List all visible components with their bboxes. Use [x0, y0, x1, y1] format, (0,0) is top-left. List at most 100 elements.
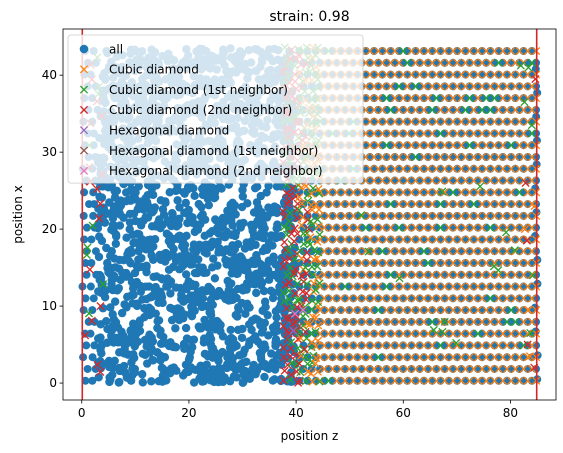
point-all [324, 364, 333, 373]
point-all [432, 341, 441, 350]
point-all [494, 188, 503, 197]
point-all [130, 268, 140, 278]
point-all [394, 211, 403, 220]
point-all [90, 200, 99, 209]
point-all [486, 306, 495, 315]
point-all [407, 176, 416, 185]
point-all [259, 229, 269, 239]
point-all [469, 329, 478, 338]
point-all [187, 302, 196, 311]
point-cubic-diamond [386, 247, 395, 256]
point-all [473, 364, 482, 373]
point-cubic-diamond [345, 317, 354, 326]
legend-label: Hexagonal diamond (1st neighbor) [109, 144, 318, 158]
point-cubic-diamond [415, 282, 424, 291]
point-all [403, 282, 412, 291]
point-cubic-diamond [349, 258, 358, 268]
point-all [478, 353, 487, 362]
point-cubic-diamond [424, 188, 433, 197]
point-cubic-diamond [399, 235, 408, 244]
point-cubic-diamond [432, 376, 441, 385]
point-all [419, 47, 428, 56]
point-all [199, 334, 209, 343]
point-all [340, 294, 349, 303]
point-cubic-diamond [316, 329, 325, 338]
point-cubic-diamond [349, 282, 358, 291]
point-all [240, 244, 250, 253]
point-cubic-diamond [353, 294, 362, 303]
point-all [110, 297, 120, 306]
point-cubic-diamond [407, 329, 416, 338]
point-all [370, 141, 379, 150]
point-cubic-diamond [407, 46, 416, 56]
point-cubic-1st-neighbor [436, 200, 445, 209]
point-cubic-diamond [386, 317, 395, 326]
point-cubic-diamond [403, 129, 412, 138]
point-all [415, 223, 424, 232]
point-all [415, 129, 424, 138]
point-cubic-1st-neighbor [432, 94, 441, 103]
point-all [247, 220, 256, 229]
point-all [498, 317, 507, 326]
point-cubic-diamond [386, 129, 395, 138]
point-cubic-diamond [407, 117, 416, 126]
point-all [432, 82, 441, 91]
point-all [403, 141, 412, 150]
point-all [478, 47, 487, 56]
point-cubic-diamond [324, 258, 333, 268]
point-all [390, 176, 399, 185]
point-all [403, 329, 412, 338]
point-cubic-diamond [390, 164, 400, 173]
point-cubic-diamond [399, 141, 408, 150]
point-cubic-diamond [415, 164, 424, 173]
point-all [428, 141, 437, 150]
point-all [465, 341, 474, 350]
point-all [365, 200, 374, 209]
point-all [264, 181, 273, 191]
point-cubic-1st-neighbor [386, 270, 395, 279]
point-all [238, 286, 248, 295]
point-all [482, 294, 491, 303]
point-cubic-diamond [403, 247, 412, 256]
point-all [498, 105, 507, 114]
point-cubic-diamond [407, 94, 416, 103]
point-all [183, 185, 192, 194]
point-cubic-diamond [345, 270, 354, 279]
point-cubic-diamond [370, 317, 379, 326]
point-all [357, 223, 366, 232]
point-all [328, 211, 337, 220]
point-all [490, 341, 499, 350]
point-all [390, 270, 399, 279]
point-cubic-diamond [357, 376, 366, 385]
point-cubic-diamond [320, 294, 329, 303]
point-all [440, 247, 449, 256]
point-cubic-diamond [424, 235, 433, 244]
point-cubic-diamond [361, 105, 370, 114]
point-cubic-diamond [386, 294, 395, 303]
point-all [320, 282, 329, 291]
point-cubic-diamond [390, 117, 400, 126]
point-cubic-diamond [332, 306, 341, 315]
point-all [200, 247, 209, 257]
point-cubic-diamond [415, 188, 424, 197]
point-cubic-1st-neighbor [324, 376, 333, 385]
point-cubic-diamond [332, 376, 341, 385]
point-cubic-diamond [436, 176, 445, 185]
point-all [227, 263, 237, 272]
point-all [411, 188, 420, 197]
point-all [511, 376, 520, 385]
point-all [399, 129, 408, 138]
point-all [515, 317, 524, 326]
point-cubic-diamond [341, 235, 350, 244]
point-all [531, 65, 540, 74]
point-all [156, 326, 165, 335]
point-all [461, 329, 470, 338]
point-cubic-diamond [424, 376, 433, 385]
point-cubic-1st-neighbor [382, 94, 391, 103]
point-all [328, 376, 337, 385]
point-all [440, 341, 449, 350]
point-cubic-diamond [411, 364, 420, 374]
point-all [209, 238, 219, 247]
point-all [349, 317, 358, 326]
point-all [494, 258, 503, 267]
